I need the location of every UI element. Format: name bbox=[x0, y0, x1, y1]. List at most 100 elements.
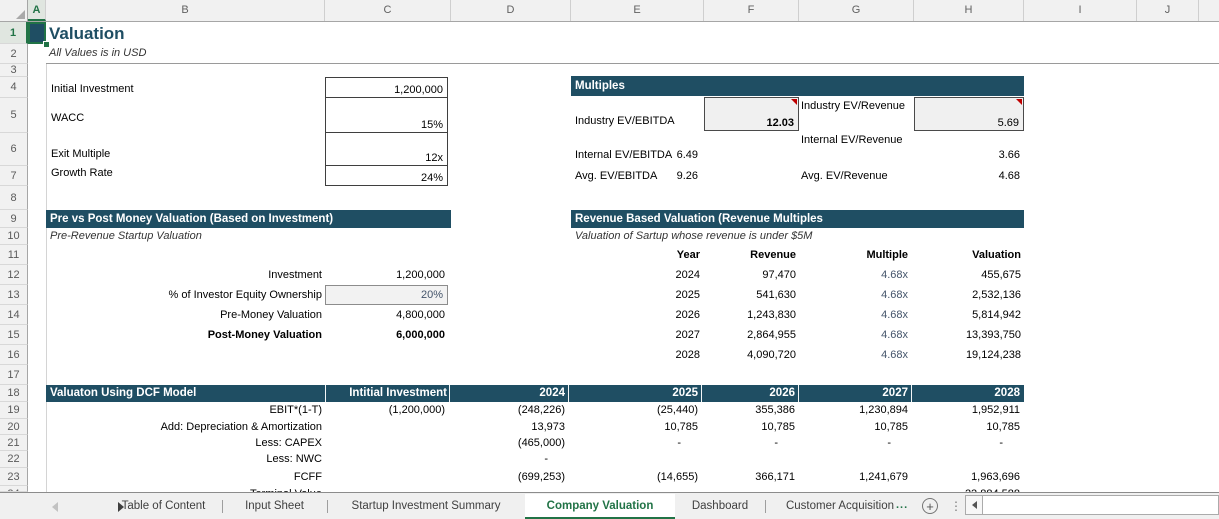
sheet-tab-table-of-content[interactable]: Table of Content bbox=[121, 500, 206, 512]
sheet-tab-company-valuation[interactable]: Company Valuation bbox=[525, 494, 675, 519]
row-header-11[interactable]: 11 bbox=[0, 245, 28, 265]
exit-multiple-input[interactable]: 12x bbox=[325, 132, 448, 166]
dcf-column-header: 2024 bbox=[539, 387, 565, 399]
post-money-valuation-value: 6,000,000 bbox=[396, 329, 445, 341]
wacc-input[interactable]: 15% bbox=[325, 97, 448, 133]
table-cell: 5,814,942 bbox=[972, 309, 1021, 321]
internal-ev-revenue-value: 3.66 bbox=[998, 149, 1020, 161]
dcf-cell: - bbox=[677, 437, 681, 449]
dcf-column-header: 2025 bbox=[672, 387, 698, 399]
row-header-12[interactable]: 12 bbox=[0, 265, 28, 285]
column-header-h[interactable]: H bbox=[914, 0, 1024, 21]
row-header-10[interactable]: 10 bbox=[0, 228, 28, 245]
table-cell: 4.68x bbox=[881, 289, 908, 301]
column-header-e[interactable]: E bbox=[571, 0, 704, 21]
fill-handle[interactable] bbox=[43, 41, 50, 48]
row-header-22[interactable]: 22 bbox=[0, 451, 28, 468]
table-cell: 4.68x bbox=[881, 349, 908, 361]
row-header-6[interactable]: 6 bbox=[0, 133, 28, 166]
row-header-18[interactable]: 18 bbox=[0, 385, 28, 402]
column-header-d[interactable]: D bbox=[451, 0, 571, 21]
row-header-14[interactable]: 14 bbox=[0, 305, 28, 325]
dcf-cell: - bbox=[544, 453, 548, 465]
dcf-cell: - bbox=[999, 437, 1003, 449]
industry-ev-revenue-input[interactable]: 5.69 bbox=[914, 97, 1024, 131]
table-cell: 2024 bbox=[675, 269, 700, 281]
dcf-cell: - bbox=[774, 437, 778, 449]
dcf-cell: (465,000) bbox=[517, 437, 565, 449]
kebab-menu-icon[interactable]: ⋮ bbox=[950, 499, 962, 513]
growth-rate-input[interactable]: 24% bbox=[325, 165, 448, 186]
row-header-7[interactable]: 7 bbox=[0, 166, 28, 186]
row-header-24[interactable]: 24 bbox=[0, 486, 28, 492]
avg-ev-revenue-value: 4.68 bbox=[998, 170, 1020, 182]
dcf-column-header: 2028 bbox=[994, 387, 1020, 399]
hscroll-left-button[interactable] bbox=[965, 495, 983, 515]
row-header-19[interactable]: 19 bbox=[0, 402, 28, 419]
assumption-label: Initial Investment bbox=[51, 83, 134, 95]
table-cell: 13,393,750 bbox=[965, 329, 1021, 341]
dcf-column-header: Intitial Investment bbox=[349, 387, 447, 399]
new-sheet-icon[interactable]: + bbox=[922, 498, 938, 514]
column-header-j[interactable]: J bbox=[1137, 0, 1199, 21]
row-header-20[interactable]: 20 bbox=[0, 419, 28, 435]
select-all-button[interactable] bbox=[0, 0, 28, 21]
column-header-i[interactable]: I bbox=[1024, 0, 1137, 21]
sheet-tab-input-sheet[interactable]: Input Sheet bbox=[245, 500, 304, 512]
dcf-cell: 1,952,911 bbox=[971, 404, 1020, 416]
header-divider bbox=[798, 385, 799, 402]
industry-ev-ebitda-value: 12.03 bbox=[766, 117, 794, 129]
horizontal-scrollbar[interactable] bbox=[982, 495, 1219, 515]
column-header-year: Year bbox=[676, 249, 700, 261]
industry-ev-ebitda-input[interactable]: 12.03 bbox=[704, 97, 799, 131]
row-header-3[interactable]: 3 bbox=[0, 64, 28, 77]
row-header-5[interactable]: 5 bbox=[0, 98, 28, 133]
row-header-17[interactable]: 17 bbox=[0, 365, 28, 385]
selected-cell-a1[interactable] bbox=[28, 22, 46, 44]
dcf-section-title: Valuaton Using DCF Model bbox=[50, 387, 197, 399]
row-header-21[interactable]: 21 bbox=[0, 435, 28, 451]
revenue-valuation-section-header: Revenue Based Valuation (Revenue Multipl… bbox=[571, 210, 1024, 228]
table-cell: 2028 bbox=[675, 349, 700, 361]
row-header-2[interactable]: 2 bbox=[0, 44, 28, 64]
more-sheets-icon[interactable]: ... bbox=[896, 499, 909, 511]
dcf-cell: 10,785 bbox=[986, 421, 1020, 433]
sheet-nav-left-icon[interactable] bbox=[52, 502, 58, 512]
column-header-f[interactable]: F bbox=[704, 0, 799, 21]
investment-value: 1,200,000 bbox=[396, 269, 445, 281]
avg-ev-ebitda-value: 9.26 bbox=[676, 170, 698, 182]
clipped-row: Terminal Value 22,884,588 bbox=[46, 486, 1024, 492]
row-header-23[interactable]: 23 bbox=[0, 468, 28, 486]
sheet-tab-customer-acquisition[interactable]: Customer Acquisition bbox=[785, 500, 895, 512]
initial-investment-input[interactable]: 1,200,000 bbox=[325, 77, 448, 98]
table-cell: 455,675 bbox=[981, 269, 1021, 281]
row-header-16[interactable]: 16 bbox=[0, 345, 28, 365]
row-header-4[interactable]: 4 bbox=[0, 77, 28, 98]
dcf-row-label: Terminal Value bbox=[46, 488, 322, 492]
row-header-1[interactable]: 1 bbox=[0, 22, 28, 44]
column-header-a[interactable]: A bbox=[28, 0, 46, 21]
sheet-tab-startup-investment-summary[interactable]: Startup Investment Summary bbox=[351, 500, 501, 512]
page-subtitle: All Values is in USD bbox=[49, 47, 147, 59]
column-header-g[interactable]: G bbox=[799, 0, 914, 21]
dcf-cell: 366,171 bbox=[755, 471, 795, 483]
sheet-nav-right-icon[interactable] bbox=[118, 502, 124, 512]
row-header-13[interactable]: 13 bbox=[0, 285, 28, 305]
header-divider bbox=[701, 385, 702, 402]
sheet-tab-dashboard[interactable]: Dashboard bbox=[691, 500, 749, 512]
scroll-left-icon bbox=[971, 501, 977, 509]
row-header-8[interactable]: 8 bbox=[0, 186, 28, 210]
tab-separator bbox=[327, 500, 328, 513]
table-cell: 4.68x bbox=[881, 269, 908, 281]
active-tab-label: Company Valuation bbox=[546, 500, 654, 512]
row-header-15[interactable]: 15 bbox=[0, 325, 28, 345]
row-header-9[interactable]: 9 bbox=[0, 210, 28, 228]
multiples-row-label: Industry EV/Revenue bbox=[801, 100, 905, 112]
equity-ownership-input[interactable]: 20% bbox=[325, 285, 448, 305]
assumption-label: Growth Rate bbox=[51, 167, 113, 179]
column-header-c[interactable]: C bbox=[325, 0, 451, 21]
multiples-row-label: Internal EV/Revenue bbox=[801, 134, 903, 146]
column-header-b[interactable]: B bbox=[46, 0, 325, 21]
column-header-strip: A B C D E F G H I J bbox=[0, 0, 1219, 22]
